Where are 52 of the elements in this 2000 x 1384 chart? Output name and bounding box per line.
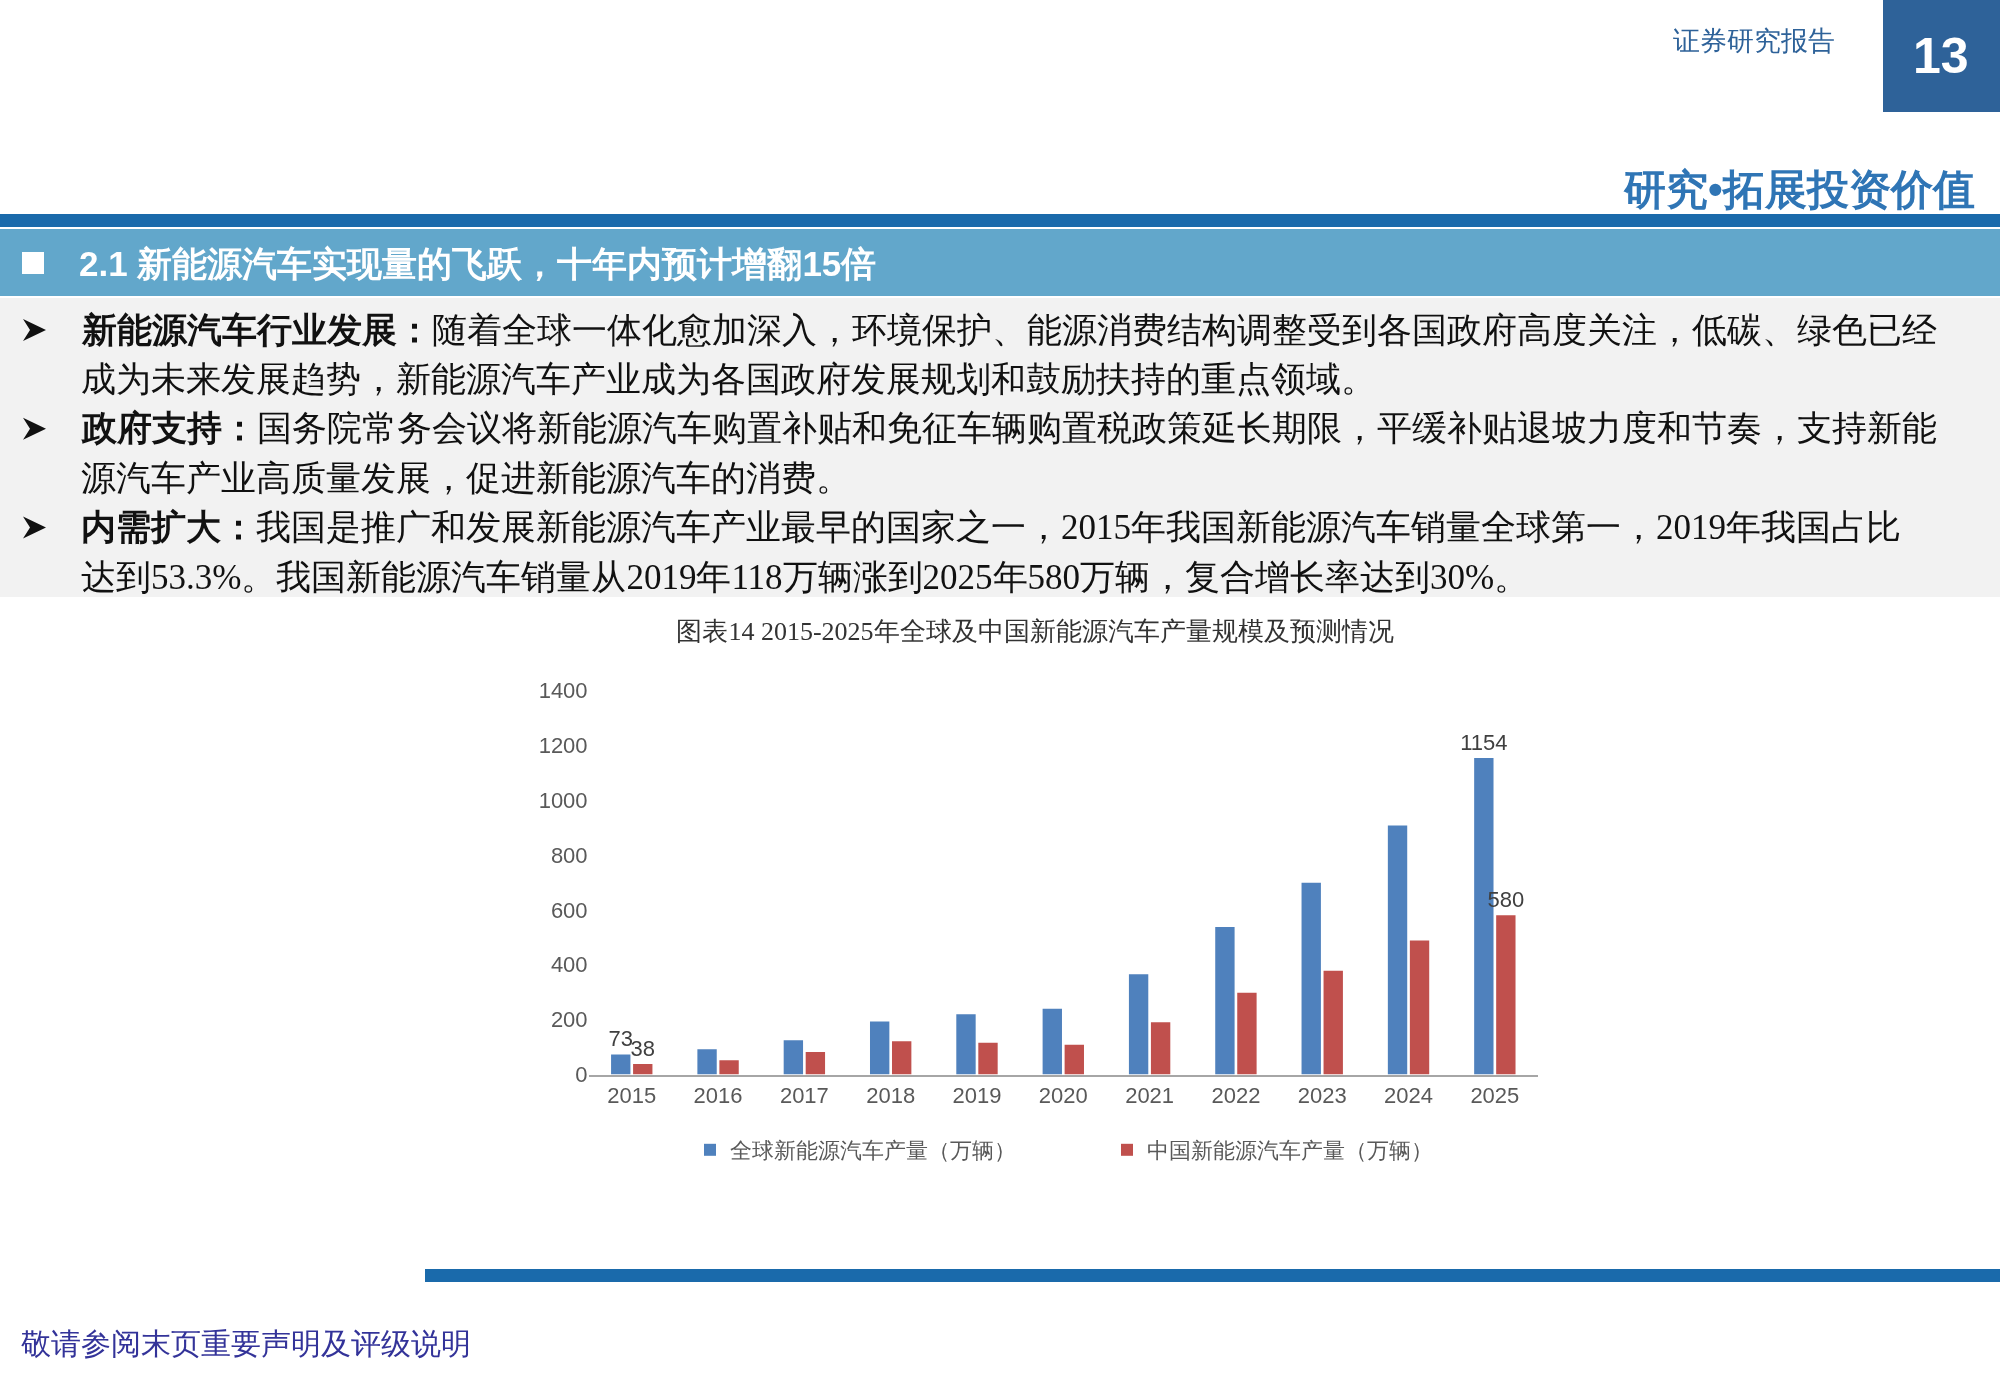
x-tick-label: 2021 xyxy=(1125,1082,1175,1108)
bar xyxy=(1064,1044,1084,1075)
x-tick-label: 2022 xyxy=(1211,1082,1261,1108)
x-tick-label: 2019 xyxy=(952,1082,1002,1108)
bar xyxy=(1237,992,1257,1075)
text: 新能源汽车行业发展： xyxy=(81,311,432,350)
x-tick-label: 2024 xyxy=(1384,1082,1434,1108)
bar xyxy=(805,1052,826,1075)
y-tick-label: 0 xyxy=(575,1062,588,1088)
text: 敬请参阅末页重要声明及评级说明 xyxy=(21,1327,471,1360)
bar xyxy=(1301,882,1321,1075)
bar xyxy=(892,1041,912,1075)
x-tick-label: 2023 xyxy=(1297,1082,1347,1108)
x-tick-label: 2015 xyxy=(607,1082,657,1108)
text: 证券研究报告 xyxy=(1673,26,1835,56)
text: 13 xyxy=(1913,28,1969,84)
y-tick-label: 1200 xyxy=(538,732,588,758)
bar xyxy=(611,1054,631,1075)
bar xyxy=(1387,825,1408,1075)
x-tick-label: 2017 xyxy=(779,1082,829,1108)
bar xyxy=(1323,970,1343,1075)
bar xyxy=(1042,1008,1062,1075)
bar xyxy=(633,1064,653,1075)
bar xyxy=(1496,915,1516,1075)
bar xyxy=(1128,974,1149,1075)
y-tick-label: 200 xyxy=(550,1007,588,1033)
bar xyxy=(697,1049,717,1075)
bar xyxy=(719,1060,739,1075)
bar xyxy=(978,1042,998,1075)
x-tick-label: 2020 xyxy=(1038,1082,1088,1108)
bar xyxy=(869,1021,890,1075)
text: 政府支持： xyxy=(81,409,257,448)
bar xyxy=(783,1040,804,1075)
x-tick-label: 2025 xyxy=(1470,1082,1520,1108)
bar xyxy=(1409,940,1430,1075)
text: 内需扩大： xyxy=(81,508,256,547)
text: 2.1 新能源汽车实现量的飞跃，十年内预计增翻15倍 xyxy=(79,244,877,283)
data-label: 1154 xyxy=(1460,729,1508,755)
bar xyxy=(1150,1022,1171,1075)
chart-title: 图表14 2015-2025年全球及中国新能源汽车产量规模及预测情况 xyxy=(676,617,1394,647)
y-tick-label: 800 xyxy=(550,842,588,868)
data-label: 73 xyxy=(608,1026,633,1052)
y-tick-label: 1400 xyxy=(538,678,588,704)
y-tick-label: 1000 xyxy=(538,787,588,813)
text: 研究•拓展投资价值 xyxy=(1623,166,1975,213)
x-tick-label: 2016 xyxy=(693,1082,743,1108)
y-tick-label: 600 xyxy=(550,897,588,923)
bar xyxy=(1215,926,1235,1075)
x-tick-label: 2018 xyxy=(866,1082,916,1108)
y-tick-label: 400 xyxy=(550,952,588,978)
legend-label: 中国新能源汽车产量（万辆） xyxy=(1147,1138,1433,1164)
legend-label: 全球新能源汽车产量（万辆） xyxy=(730,1138,1016,1164)
